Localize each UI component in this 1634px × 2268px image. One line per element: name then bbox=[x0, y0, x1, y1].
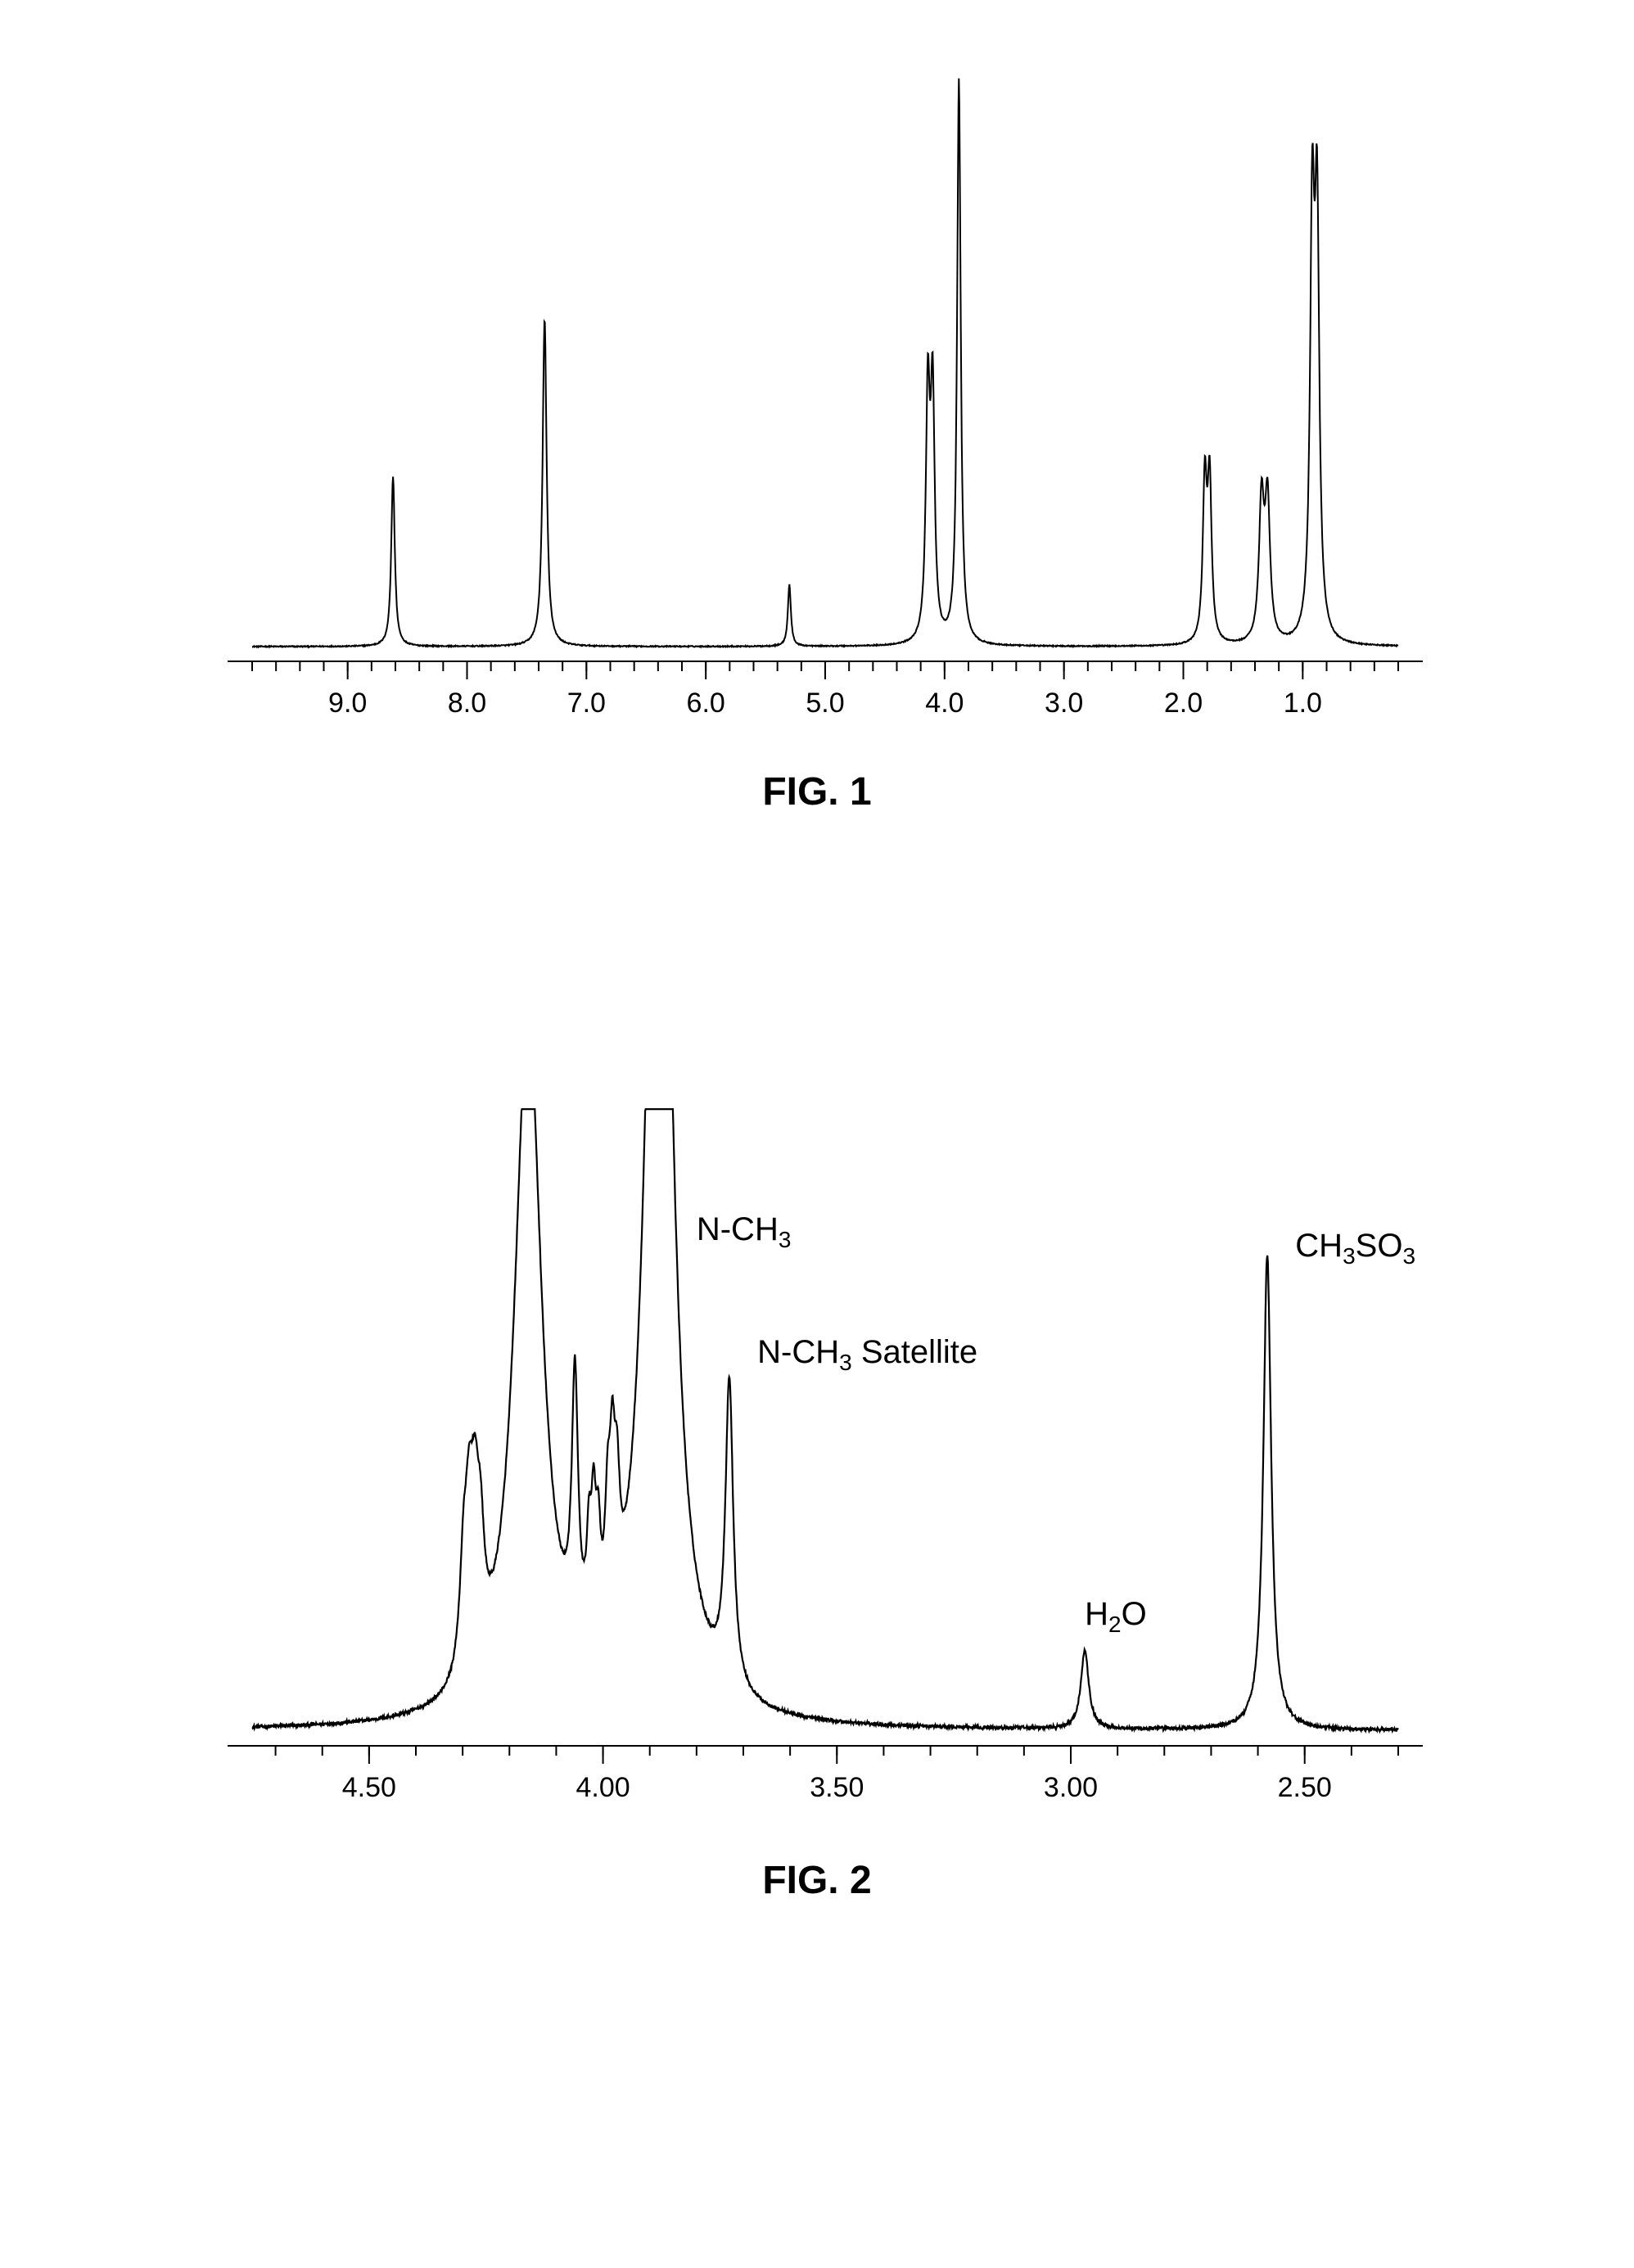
x-tick-label: 7.0 bbox=[567, 688, 606, 719]
x-tick-label: 3.0 bbox=[1045, 688, 1083, 719]
peak-annotation: N-CH3 Satellite bbox=[757, 1334, 977, 1376]
fig1-spectrum: 9.0 8.0 7.0 6.0 5.0 4.0 3.0 2.0 1.0 bbox=[203, 65, 1431, 737]
fig1-svg: 9.0 8.0 7.0 6.0 5.0 4.0 3.0 2.0 1.0 bbox=[203, 65, 1431, 737]
x-tick-label: 6.0 bbox=[687, 688, 725, 719]
peak-annotation: H2O bbox=[1085, 1596, 1147, 1638]
figure-2-block: 4.50 4.00 3.50 3.00 2.50 N-CH3 N-CH3 Satellit… bbox=[203, 1105, 1431, 1903]
spectrum-trace bbox=[252, 1109, 1398, 1732]
peak-annotation: CH3SO3 bbox=[1295, 1228, 1415, 1269]
x-tick-label: 5.0 bbox=[806, 688, 844, 719]
spectrum-trace bbox=[252, 79, 1398, 647]
peak-annotation: N-CH3 bbox=[697, 1211, 792, 1253]
x-tick-label: 4.50 bbox=[342, 1772, 396, 1803]
x-tick-label: 3.00 bbox=[1044, 1772, 1098, 1803]
fig2-caption: FIG. 2 bbox=[203, 1858, 1431, 1903]
x-tick-label: 9.0 bbox=[328, 688, 367, 719]
figure-1-block: 9.0 8.0 7.0 6.0 5.0 4.0 3.0 2.0 1.0 FIG. 1 bbox=[203, 65, 1431, 814]
page: 9.08.07.06.05.04.03.02.01.0 FIG. 1 4.504… bbox=[0, 0, 1634, 2268]
fig2-svg: 4.50 4.00 3.50 3.00 2.50 bbox=[203, 1105, 1431, 1825]
x-tick-label: 4.00 bbox=[576, 1772, 630, 1803]
x-tick-label: 1.0 bbox=[1284, 688, 1322, 719]
x-tick-label: 8.0 bbox=[448, 688, 486, 719]
x-tick-label: 2.50 bbox=[1278, 1772, 1332, 1803]
x-tick-label: 2.0 bbox=[1164, 688, 1203, 719]
x-tick-label: 4.0 bbox=[925, 688, 964, 719]
fig2-spectrum: 4.50 4.00 3.50 3.00 2.50 N-CH3 N-CH3 Satellit… bbox=[203, 1105, 1431, 1825]
x-tick-label: 3.50 bbox=[810, 1772, 864, 1803]
fig1-caption: FIG. 1 bbox=[203, 769, 1431, 814]
